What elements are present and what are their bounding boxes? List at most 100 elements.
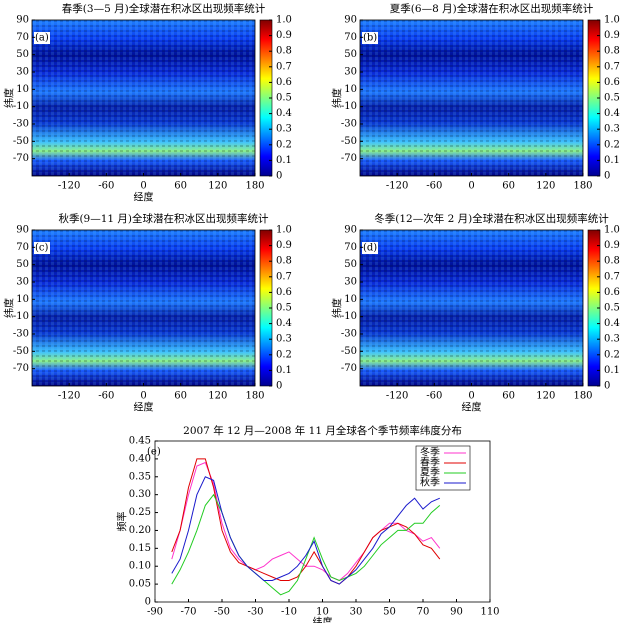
y-tick-label: 70 [344,242,357,253]
x-tick-label: 0 [140,391,146,402]
legend-label: 春季 [420,457,440,469]
colorbar-tick-label: 1.0 [276,225,292,236]
colorbar-tick-label: 0.5 [604,93,620,104]
y-tick-label: -30 [341,119,357,130]
y-tick-label: -70 [341,363,357,374]
colorbar-tick-label: 0.7 [276,271,292,282]
y-tick-label: -70 [341,153,357,164]
x-tick-label: 110 [480,607,499,618]
y-axis-label: 纬度 [3,298,16,318]
x-tick-label: 120 [536,391,555,402]
y-tick-label: 0.05 [129,579,151,590]
colorbar-tick-label: 0.9 [604,240,620,251]
colorbar-tick-label: 0.4 [604,318,620,329]
colorbar-tick-label: 0.8 [604,256,620,267]
colorbar-tick-label: 0.3 [604,124,620,135]
series-line [171,493,441,596]
colorbar-tick-label: 0.1 [604,155,620,166]
x-tick-label: 120 [536,181,555,192]
colorbar-tick-label: 0 [604,381,610,392]
y-tick-label: -50 [13,346,29,357]
x-tick-label: -60 [426,391,442,402]
panel-label-box [34,242,50,254]
y-tick-label: 70 [16,32,29,43]
y-tick-label: -30 [341,329,357,340]
x-axis-label: 经度 [134,401,154,414]
y-tick-label: 30 [344,277,357,288]
panel-label: (e) [147,447,161,458]
colorbar-tick-label: 0.3 [276,334,292,345]
y-tick-label: -10 [341,101,357,112]
y-tick-label: 30 [344,67,357,78]
colorbar-tick-label: 1.0 [604,15,620,26]
y-axis-label: 纬度 [331,298,344,318]
x-tick-label: -30 [247,607,263,618]
y-tick-label: 50 [16,259,29,270]
colorbar-tick-label: 0.6 [276,77,292,88]
colorbar-tick-label: 0.2 [604,349,620,360]
x-tick-label: -120 [386,391,408,402]
x-tick-label: 180 [573,391,592,402]
colorbar-tick-label: 0.8 [276,46,292,57]
colorbar-tick-label: 0.4 [604,108,620,119]
colorbar-tick-label: 0.2 [276,139,292,150]
map-title: 秋季(9—11 月)全球潜在积冰区出现频率统计 [58,212,269,225]
panel-label: (a) [35,33,49,44]
y-tick-label: 0.35 [129,471,151,482]
y-tick-label: 90 [16,15,29,26]
y-tick-label: -30 [13,119,29,130]
y-tick-label: 30 [16,277,29,288]
x-tick-label: 30 [350,607,363,618]
legend-label: 秋季 [420,476,440,489]
y-tick-label: 10 [344,294,357,305]
heatmap-texture [360,230,583,386]
colorbar-tick-label: 0.2 [276,349,292,360]
colorbar-tick-label: 0 [604,171,610,182]
map-title: 冬季(12—次年 2 月)全球潜在积冰区出现频率统计 [374,212,609,225]
x-tick-label: -60 [98,391,114,402]
x-tick-label: 60 [174,391,187,402]
x-tick-label: -60 [426,181,442,192]
y-tick-label: 70 [16,242,29,253]
y-tick-label: 0.10 [129,561,151,572]
colorbar-tick-label: 0.6 [604,77,620,88]
y-tick-label: 50 [344,259,357,270]
panel-label: (b) [363,33,377,44]
colorbar-tick-label: 0.8 [604,46,620,57]
x-tick-label: -10 [281,607,297,618]
colorbar-tick-label: 1.0 [276,15,292,26]
y-axis-label: 纬度 [331,88,344,108]
y-tick-label: -50 [341,136,357,147]
panel-label: (c) [35,243,49,254]
x-tick-label: 0 [468,181,474,192]
colorbar-tick-label: 0.9 [604,30,620,41]
colorbar-tick-label: 0.4 [276,318,292,329]
x-tick-label: 180 [245,391,264,402]
colorbar-tick-label: 0 [276,171,282,182]
y-tick-label: 90 [16,225,29,236]
y-tick-label: 0.15 [129,543,151,554]
y-tick-label: -10 [13,311,29,322]
y-tick-label: 70 [344,32,357,43]
y-tick-label: -50 [341,346,357,357]
legend-label: 夏季 [420,467,440,479]
series-line [171,476,440,585]
heatmap-texture [32,20,255,176]
colorbar-tick-label: 1.0 [604,225,620,236]
y-tick-label: 0.25 [129,507,151,518]
x-tick-label: 120 [208,391,227,402]
x-tick-label: 60 [502,181,515,192]
x-tick-label: -90 [147,607,163,618]
x-tick-label: 0 [468,391,474,402]
heatmap-texture [360,20,583,176]
colorbar-tick-label: 0.3 [276,124,292,135]
heatmap-texture [32,230,255,386]
y-tick-label: 0.20 [129,525,151,536]
y-tick-label: 0 [145,597,151,608]
panel-label-box [362,242,378,254]
x-tick-label: -120 [386,181,408,192]
colorbar-tick-label: 0.6 [604,287,620,298]
y-tick-label: -10 [13,101,29,112]
x-tick-label: 180 [573,181,592,192]
